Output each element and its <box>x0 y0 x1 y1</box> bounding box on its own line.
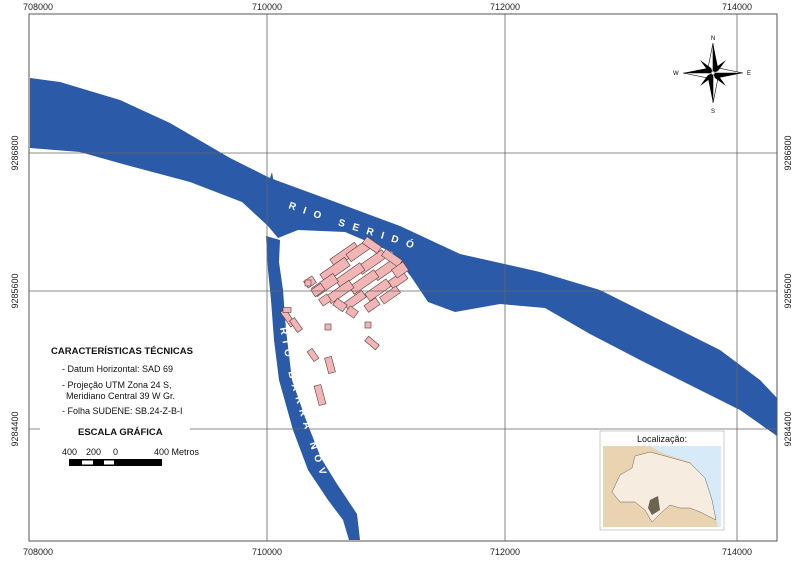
y-label-left: 9286800 <box>10 135 20 170</box>
x-label-bottom: 708000 <box>23 547 53 557</box>
legend-item: Meridiano Central 39 W Gr. <box>66 391 175 401</box>
river-serido <box>30 78 777 436</box>
urban-block <box>306 347 320 363</box>
river-channel <box>268 172 275 215</box>
y-label-left: 9285600 <box>10 273 20 308</box>
x-label-bottom: 714000 <box>722 547 752 557</box>
scale-label: 0 <box>113 447 118 457</box>
compass-w: W <box>673 71 679 77</box>
urban-block <box>324 355 336 375</box>
compass-s: S <box>711 109 715 115</box>
y-label-left: 9284400 <box>10 411 20 446</box>
urban-block <box>379 285 401 305</box>
compass-n: N <box>711 36 715 42</box>
urban-block <box>361 236 383 254</box>
urban-block <box>364 278 392 302</box>
urban-block <box>332 297 348 313</box>
x-label-bottom: 710000 <box>252 547 282 557</box>
urban-block <box>318 293 332 307</box>
compass-rose-icon: N S E W <box>673 36 751 115</box>
urban-block <box>390 261 410 279</box>
legend-item: - Folha SUDENE: SB.24-Z-B-I <box>62 406 183 416</box>
y-label-right: 9286800 <box>783 135 793 170</box>
urban-block <box>304 279 312 287</box>
urban-block <box>289 317 303 333</box>
compass-e: E <box>747 71 751 77</box>
river-barra-nova <box>266 236 360 540</box>
x-label-top: 714000 <box>722 2 752 12</box>
x-label-bottom: 712000 <box>490 547 520 557</box>
scale-label: 400 Metros <box>154 447 200 457</box>
x-label-top: 710000 <box>252 2 282 12</box>
urban-block <box>313 384 327 406</box>
urban-block <box>345 305 359 319</box>
inset-highlight <box>648 496 660 515</box>
legend-item: - Projeção UTM Zona 24 S, <box>62 380 172 390</box>
urban-block <box>364 321 372 329</box>
x-label-top: 708000 <box>23 2 53 12</box>
urban-block <box>334 262 366 288</box>
urban-block <box>310 282 326 298</box>
inset-title: Localização: <box>637 434 687 444</box>
scale-label: 200 <box>86 447 101 457</box>
urban-block <box>282 307 292 313</box>
scale-bar: ESCALA GRÁFICA 400 200 0 400 Metros <box>40 425 200 466</box>
location-inset: Localização: <box>599 430 725 531</box>
urban-block <box>363 297 381 313</box>
urban-area <box>279 236 410 406</box>
scale-title: ESCALA GRÁFICA <box>78 427 163 438</box>
urban-block <box>319 256 351 284</box>
scale-label: 400 <box>62 447 77 457</box>
legend-item: - Datum Horizontal: SAD 69 <box>62 364 173 374</box>
y-label-right: 9285600 <box>783 273 793 308</box>
technical-legend: CARACTERÍSTICAS TÉCNICAS - Datum Horizon… <box>51 346 193 416</box>
x-label-top: 712000 <box>490 2 520 12</box>
grid <box>29 14 777 541</box>
urban-block <box>364 335 380 351</box>
urban-block <box>324 323 332 331</box>
y-label-right: 9284400 <box>783 411 793 446</box>
legend-title: CARACTERÍSTICAS TÉCNICAS <box>51 346 193 357</box>
